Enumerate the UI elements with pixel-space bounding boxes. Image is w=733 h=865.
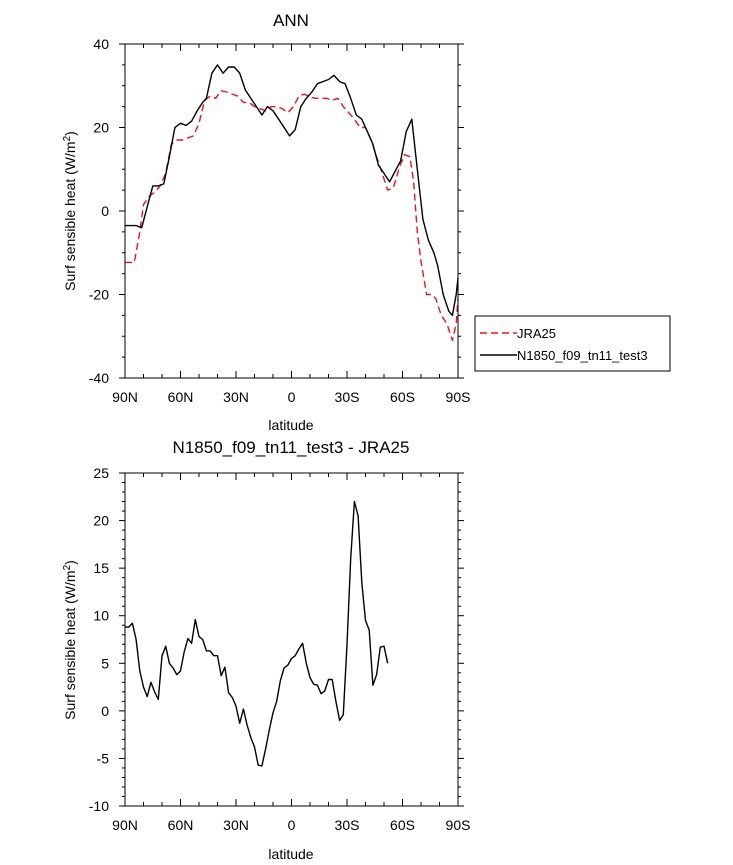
top-y-tick-label: 20 xyxy=(93,120,109,136)
bottom-chart-xlabel: latitude xyxy=(268,846,313,862)
top-series-line-0 xyxy=(125,90,459,342)
legend-box xyxy=(474,315,671,372)
bottom-y-tick-label: 0 xyxy=(101,703,109,719)
top-x-tick-label: 0 xyxy=(288,389,296,405)
bottom-x-tick-label: 90N xyxy=(112,817,138,833)
bottom-chart-panel: N1850_f09_tn11_test3 - JRA25 90N 60N 30N 0 3… xyxy=(62,438,470,862)
bottom-chart-ylabel-tail: ) xyxy=(62,560,78,565)
top-x-tick-label: 30N xyxy=(223,389,249,405)
bottom-x-tick-label: 0 xyxy=(288,817,296,833)
top-x-tick-label: 90S xyxy=(446,389,471,405)
top-chart-ticks: 90N 60N 30N 0 30S 60S 90S 40 20 0 -20 -40 xyxy=(89,36,471,405)
bottom-y-tick-label: 10 xyxy=(93,608,109,624)
bottom-x-tick-label: 30S xyxy=(335,817,360,833)
top-chart-lines xyxy=(125,64,459,342)
top-x-tick-label: 30S xyxy=(335,389,360,405)
top-y-tick-label: -40 xyxy=(89,370,109,386)
bottom-chart-frame xyxy=(124,472,459,807)
top-chart-ylabel-sup: 2 xyxy=(62,135,73,141)
top-chart-ylabel: Surf sensible heat (W/m2) xyxy=(62,131,78,291)
top-x-tick-label: 90N xyxy=(112,389,138,405)
bottom-y-tick-label: -5 xyxy=(97,750,110,766)
top-chart-panel: ANN 90N 60N 30N 0 30S 60S 90S 40 20 0 -20 -40 latit… xyxy=(62,11,470,433)
bottom-y-tick-label: 5 xyxy=(101,655,109,671)
top-chart-title: ANN xyxy=(273,11,309,30)
bottom-x-tick-label: 30N xyxy=(223,817,249,833)
bottom-y-tick-label: 25 xyxy=(93,465,109,481)
chart-legend: JRA25 N1850_f09_tn11_test3 xyxy=(474,315,671,372)
top-y-tick-label: 40 xyxy=(93,36,109,52)
bottom-x-tick-label: 60S xyxy=(390,817,415,833)
top-chart-ylabel-tail: ) xyxy=(62,131,78,136)
bottom-chart-ylabel: Surf sensible heat (W/m2) xyxy=(62,560,78,720)
bottom-y-tick-label: 15 xyxy=(93,560,109,576)
bottom-chart-ticks: 90N 60N 30N 0 30S 60S 90S 25 20 15 10 5 0 -5 -10 xyxy=(89,465,471,833)
top-y-tick-label: 0 xyxy=(101,203,109,219)
bottom-x-tick-label: 90S xyxy=(446,817,471,833)
bottom-chart-title: N1850_f09_tn11_test3 - JRA25 xyxy=(173,438,410,457)
top-x-tick-label: 60N xyxy=(168,389,194,405)
top-x-tick-label: 60S xyxy=(390,389,415,405)
top-series-line-1 xyxy=(125,64,459,317)
legend-label-model: N1850_f09_tn11_test3 xyxy=(517,348,648,363)
top-chart-xlabel: latitude xyxy=(268,417,313,433)
bottom-y-tick-label: 20 xyxy=(93,513,109,529)
bottom-chart-ylabel-sup: 2 xyxy=(62,564,73,570)
bottom-chart-ylabel-main: Surf sensible heat (W/m xyxy=(62,570,78,719)
top-chart-ylabel-main: Surf sensible heat (W/m xyxy=(62,141,78,290)
top-y-tick-label: -20 xyxy=(89,287,109,303)
bottom-chart-lines xyxy=(125,500,389,767)
top-chart-frame xyxy=(124,43,459,379)
bottom-y-tick-label: -10 xyxy=(89,798,109,814)
bottom-series-line-0 xyxy=(125,500,389,767)
legend-label-jra25: JRA25 xyxy=(517,326,556,341)
bottom-x-tick-label: 60N xyxy=(168,817,194,833)
